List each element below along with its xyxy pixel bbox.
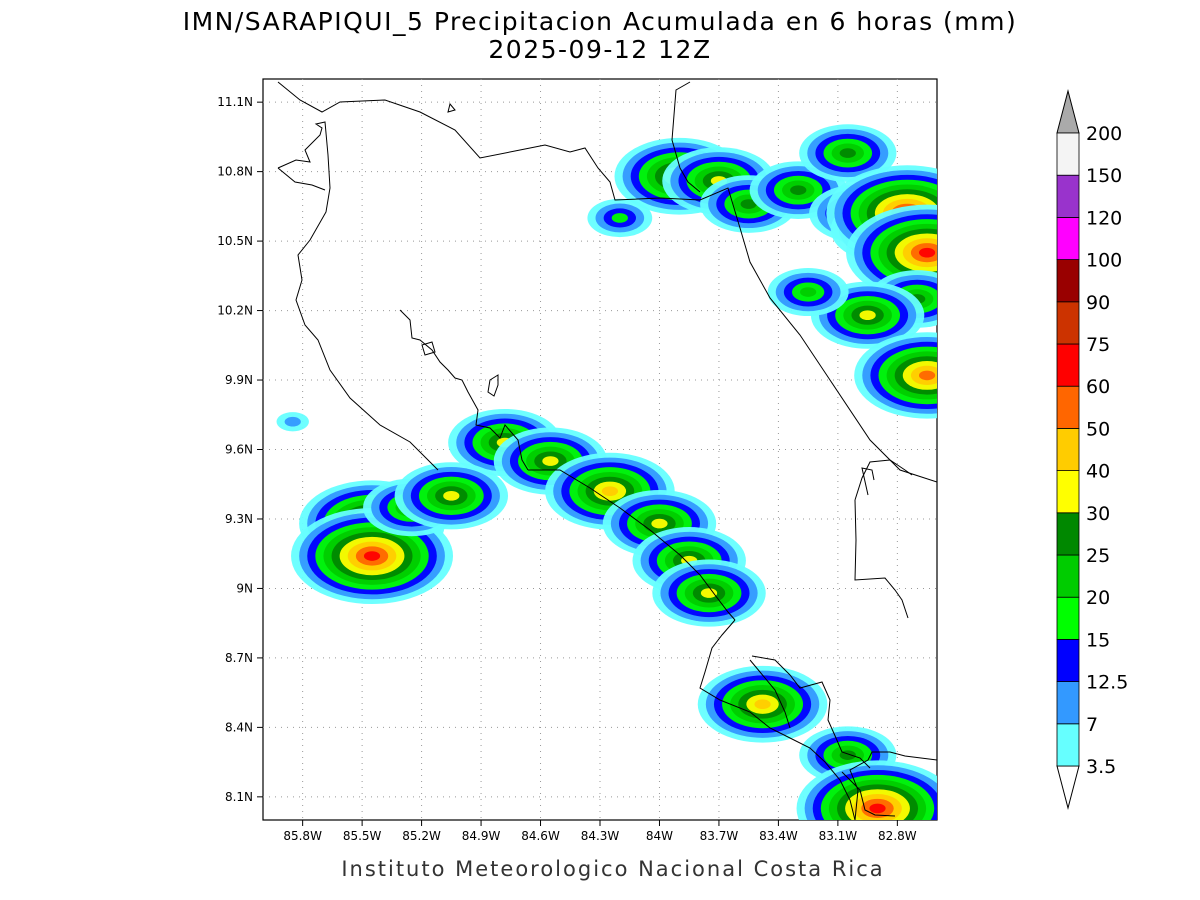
precip-contour <box>800 287 817 297</box>
colorbar-label: 40 <box>1086 461 1110 483</box>
precip-cell <box>767 268 849 317</box>
precip-contour <box>754 699 771 710</box>
lat-tick-label: 9.3N <box>225 512 253 526</box>
precip-cell <box>799 124 897 182</box>
colorbar-swatch <box>1056 596 1080 640</box>
lon-tick-label: 83.7W <box>700 829 739 843</box>
colorbar-swatch <box>1056 512 1080 556</box>
colorbar-over-arrow <box>1056 89 1080 134</box>
colorbar-swatch <box>1056 554 1080 598</box>
precip-cell <box>854 332 937 419</box>
colorbar-swatch <box>1056 681 1080 725</box>
colorbar-swatch <box>1056 216 1080 260</box>
coastline-borders <box>277 81 937 820</box>
lon-tick-label: 84W <box>646 829 673 843</box>
colorbar-label: 3.5 <box>1086 756 1116 778</box>
precip-contour <box>839 148 856 158</box>
precip-cell <box>587 198 653 238</box>
lon-tick-label: 85.5W <box>343 829 382 843</box>
lon-tick-label: 84.3W <box>581 829 620 843</box>
colorbar-swatch <box>1056 259 1080 303</box>
lat-tick-label: 11.1N <box>217 95 253 109</box>
precip-contour <box>740 199 757 209</box>
footer-credit: Instituto Meteorologico Nacional Costa R… <box>341 857 884 881</box>
longitude-tick-labels: 85.8W 85.5W 85.2W 84.9W 84.6W 84.3W 84W 83.7W 83… <box>283 820 917 843</box>
colorbar-label: 200 <box>1086 123 1122 145</box>
colorbar-swatch <box>1056 301 1080 345</box>
colorbar-label: 25 <box>1086 545 1110 567</box>
colorbar-label: 150 <box>1086 165 1122 187</box>
precip-contour <box>601 486 619 496</box>
colorbar-swatch <box>1056 639 1080 683</box>
precip-contour <box>869 803 886 814</box>
lat-tick-label: 9N <box>236 581 253 595</box>
precip-contour <box>700 588 718 598</box>
colorbar-swatch <box>1056 470 1080 514</box>
lon-tick-label: 85.8W <box>283 829 322 843</box>
precip-cell <box>796 760 937 820</box>
colorbar-label: 75 <box>1086 334 1110 356</box>
colorbar-label: 100 <box>1086 250 1122 272</box>
precip-contour <box>918 247 936 258</box>
colorbar-swatch <box>1056 174 1080 218</box>
precipitation-field <box>276 124 937 820</box>
lon-tick-label: 83.4W <box>759 829 798 843</box>
precip-contour <box>651 518 668 529</box>
lon-tick-label: 85.2W <box>402 829 441 843</box>
lon-tick-label: 83.1W <box>819 829 858 843</box>
lat-tick-label: 10.5N <box>217 234 253 248</box>
precip-contour <box>611 213 628 223</box>
colorbar-swatch <box>1056 132 1080 176</box>
colorbar-label: 12.5 <box>1086 672 1128 694</box>
precip-contour <box>918 370 936 381</box>
chart-subtitle-date: 2025-09-12 12Z <box>488 35 711 64</box>
colorbar-swatch <box>1056 343 1080 387</box>
precip-contour <box>284 416 301 427</box>
precip-contour <box>790 185 807 195</box>
lat-tick-label: 9.9N <box>225 373 253 387</box>
precip-contour <box>363 551 381 561</box>
colorbar-label: 50 <box>1086 418 1110 440</box>
colorbar-label: 120 <box>1086 207 1122 229</box>
lon-tick-label: 82.8W <box>878 829 917 843</box>
lon-tick-label: 84.6W <box>521 829 560 843</box>
colorbar-legend: 3.5 7 12.5 15 20 25 30 40 50 60 75 90 100 120 150 200 <box>1056 89 1128 810</box>
precip-contour <box>542 456 559 466</box>
lat-tick-label: 9.6N <box>225 443 253 457</box>
colorbar-label: 60 <box>1086 376 1110 398</box>
colorbar-label: 30 <box>1086 503 1110 525</box>
lat-tick-label: 8.7N <box>225 651 253 665</box>
lat-tick-label: 10.8N <box>217 165 253 179</box>
colorbar-label: 15 <box>1086 629 1110 651</box>
precip-cell <box>276 412 309 432</box>
colorbar-under-arrow <box>1056 765 1080 810</box>
chart-title: IMN/SARAPIQUI_5 Precipitacion Acumulada … <box>183 7 1018 36</box>
colorbar-swatch <box>1056 427 1080 471</box>
precip-cell <box>652 559 766 627</box>
colorbar-swatch <box>1056 723 1080 767</box>
lat-tick-label: 8.4N <box>225 720 253 734</box>
lon-tick-label: 84.9W <box>462 829 501 843</box>
precip-cell <box>394 462 509 530</box>
precip-contour <box>443 491 460 501</box>
precip-contour <box>859 310 876 320</box>
colorbar-label: 90 <box>1086 292 1110 314</box>
precip-cell <box>697 665 828 743</box>
colorbar-label: 7 <box>1086 714 1098 736</box>
latitude-tick-labels: 11.1N 10.8N 10.5N 10.2N 9.9N 9.6N 9.3N 9N 8.7N 8.… <box>217 95 263 804</box>
colorbar-swatch <box>1056 385 1080 429</box>
colorbar-label: 20 <box>1086 587 1110 609</box>
lat-tick-label: 8.1N <box>225 790 253 804</box>
lat-tick-label: 10.2N <box>217 304 253 318</box>
